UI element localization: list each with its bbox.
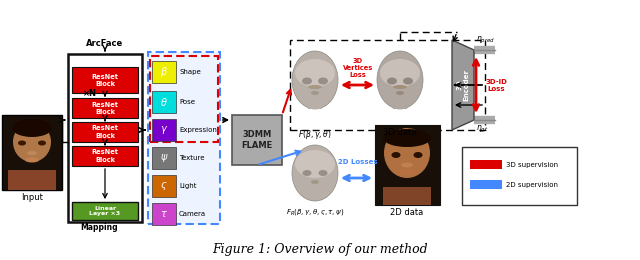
Text: 3DMM
FLAME: 3DMM FLAME xyxy=(241,130,273,150)
Bar xyxy=(72,98,138,118)
Text: Mapping: Mapping xyxy=(80,223,118,232)
Text: $F(\beta,\gamma,\theta)$: $F(\beta,\gamma,\theta)$ xyxy=(298,128,332,141)
Ellipse shape xyxy=(380,59,420,87)
Bar xyxy=(375,125,440,205)
Ellipse shape xyxy=(387,77,397,84)
Text: ResNet
Block: ResNet Block xyxy=(92,101,118,114)
Text: ResNet
Block: ResNet Block xyxy=(92,74,118,87)
Ellipse shape xyxy=(383,129,431,147)
Ellipse shape xyxy=(393,85,407,89)
Text: Linear
Layer ×3: Linear Layer ×3 xyxy=(90,206,120,216)
Ellipse shape xyxy=(308,85,322,89)
Text: 3D
Vertices
Loss: 3D Vertices Loss xyxy=(343,58,373,78)
Ellipse shape xyxy=(396,91,404,95)
Text: ArcFace: ArcFace xyxy=(86,39,124,48)
Ellipse shape xyxy=(292,145,338,201)
Bar xyxy=(462,147,577,205)
Bar xyxy=(152,61,176,83)
Text: $\varsigma$: $\varsigma$ xyxy=(160,180,168,192)
Ellipse shape xyxy=(399,170,415,174)
Bar xyxy=(152,91,176,113)
Ellipse shape xyxy=(302,77,312,84)
Ellipse shape xyxy=(392,152,401,158)
Text: $\psi$: $\psi$ xyxy=(160,152,168,164)
Text: 3D data: 3D data xyxy=(383,128,417,137)
Bar xyxy=(152,119,176,141)
Bar xyxy=(152,203,176,225)
Bar xyxy=(72,122,138,142)
Bar xyxy=(2,115,62,190)
Text: 3D-ID
Loss: 3D-ID Loss xyxy=(485,79,507,92)
Ellipse shape xyxy=(318,77,328,84)
Bar xyxy=(232,115,282,165)
Bar xyxy=(68,54,142,222)
Text: 2D Losses: 2D Losses xyxy=(338,159,378,165)
Text: 3D supervision: 3D supervision xyxy=(506,162,558,168)
Text: $F_R(\beta,\gamma,\theta,\varsigma,\tau,\psi)$: $F_R(\beta,\gamma,\theta,\varsigma,\tau,… xyxy=(286,207,344,217)
FancyBboxPatch shape xyxy=(148,52,220,224)
Text: Texture: Texture xyxy=(179,155,205,161)
Bar xyxy=(8,170,56,190)
Text: Pose: Pose xyxy=(179,99,195,105)
Bar xyxy=(308,99,322,109)
Bar xyxy=(383,187,431,205)
Ellipse shape xyxy=(403,77,413,84)
Ellipse shape xyxy=(303,170,312,176)
Bar xyxy=(152,175,176,197)
Text: $\eta_{gt}$: $\eta_{gt}$ xyxy=(476,124,488,135)
Text: Camera: Camera xyxy=(179,211,206,217)
Ellipse shape xyxy=(295,59,335,87)
Text: Expression: Expression xyxy=(179,127,217,133)
Bar xyxy=(152,147,176,169)
Text: $\eta_{pred}$: $\eta_{pred}$ xyxy=(476,35,495,46)
Ellipse shape xyxy=(12,119,52,137)
Text: ×N: ×N xyxy=(83,88,97,98)
Ellipse shape xyxy=(295,150,335,178)
Bar xyxy=(72,202,138,220)
Text: 2D supervision: 2D supervision xyxy=(506,182,558,188)
Bar xyxy=(393,99,407,109)
Text: $\tau$: $\tau$ xyxy=(160,209,168,219)
Text: $\beta$: $\beta$ xyxy=(160,65,168,79)
Ellipse shape xyxy=(38,140,46,146)
Ellipse shape xyxy=(18,140,26,146)
Text: 2D data: 2D data xyxy=(390,208,424,217)
Text: ResNet
Block: ResNet Block xyxy=(92,126,118,139)
Text: 3D
Encoder: 3D Encoder xyxy=(456,69,470,101)
Ellipse shape xyxy=(413,152,422,158)
Ellipse shape xyxy=(292,51,338,109)
Bar xyxy=(470,180,502,189)
Ellipse shape xyxy=(384,128,430,178)
Ellipse shape xyxy=(377,51,423,109)
Bar xyxy=(470,160,502,169)
Ellipse shape xyxy=(25,158,39,162)
Ellipse shape xyxy=(311,180,319,184)
Text: Light: Light xyxy=(179,183,196,189)
Ellipse shape xyxy=(13,122,51,162)
Text: $\gamma$: $\gamma$ xyxy=(160,124,168,136)
Text: $\theta$: $\theta$ xyxy=(160,96,168,108)
Text: Input: Input xyxy=(21,193,43,202)
Text: Figure 1: Overview of our method: Figure 1: Overview of our method xyxy=(212,244,428,257)
Bar xyxy=(72,146,138,166)
Ellipse shape xyxy=(401,162,413,167)
Ellipse shape xyxy=(311,91,319,95)
Text: Shape: Shape xyxy=(179,69,201,75)
Ellipse shape xyxy=(319,170,328,176)
Polygon shape xyxy=(452,40,474,130)
Bar xyxy=(72,67,138,93)
Ellipse shape xyxy=(27,151,37,155)
Text: ResNet
Block: ResNet Block xyxy=(92,150,118,162)
